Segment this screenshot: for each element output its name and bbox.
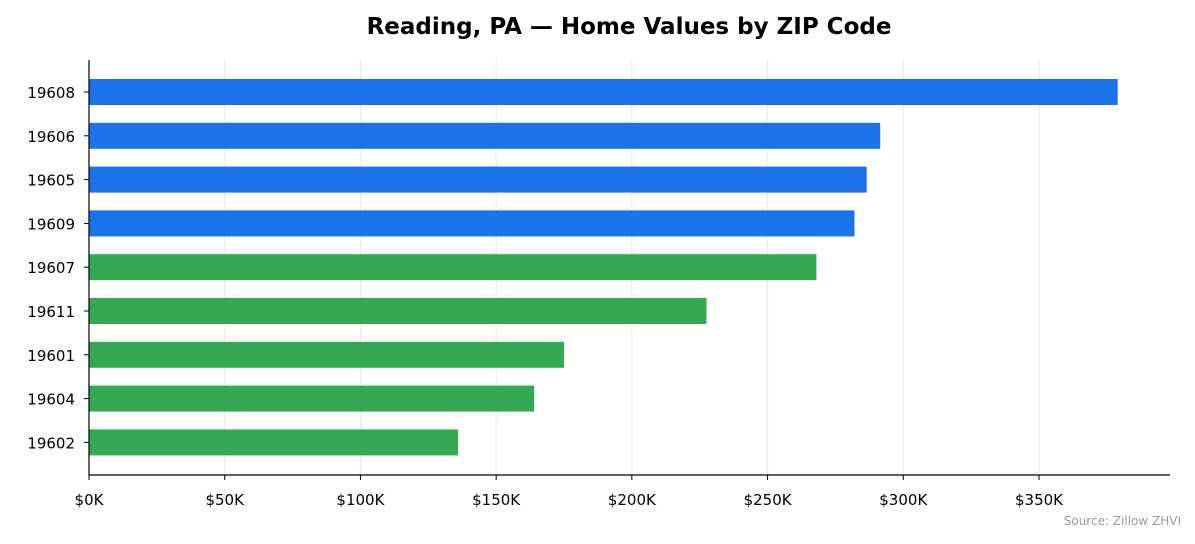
chart-title: Reading, PA — Home Values by ZIP Code — [367, 14, 892, 40]
bar-19611 — [89, 298, 707, 324]
y-tick-label: 19606 — [27, 128, 75, 146]
bars — [89, 79, 1118, 456]
bar-19609 — [89, 210, 855, 237]
x-tick-label: $150K — [472, 491, 521, 509]
y-tick-label: 19601 — [27, 347, 75, 365]
x-tick-label: $300K — [879, 491, 928, 509]
bar-19606 — [89, 122, 881, 149]
y-tick-label: 19605 — [27, 172, 75, 190]
y-tick-label: 19611 — [27, 303, 75, 321]
y-tick-label: 19608 — [27, 84, 75, 102]
source-note: Source: Zillow ZHVI — [1064, 514, 1181, 528]
x-tick-label: $250K — [744, 491, 793, 509]
bar-19601 — [89, 341, 564, 368]
x-tick-labels: $0K $50K $100K $150K $200K $250K $300K $350K — [75, 475, 1064, 509]
bar-19608 — [89, 79, 1118, 105]
y-tick-label: 19609 — [27, 215, 75, 233]
bar-19605 — [89, 166, 867, 193]
x-tick-label: $350K — [1015, 491, 1064, 509]
bar-19607 — [89, 254, 817, 281]
x-tick-label: $100K — [336, 491, 385, 509]
y-tick-label: 19604 — [27, 391, 75, 409]
x-tick-label: $50K — [205, 491, 245, 509]
y-tick-label: 19602 — [27, 434, 75, 452]
x-tick-label: $0K — [75, 491, 105, 509]
bar-19602 — [89, 429, 459, 456]
y-tick-label: 19607 — [27, 259, 75, 277]
y-tick-labels: 19608 19606 19605 19609 19607 19611 19601 19604… — [27, 84, 89, 452]
x-tick-label: $200K — [608, 491, 657, 509]
bar-19604 — [89, 385, 535, 412]
